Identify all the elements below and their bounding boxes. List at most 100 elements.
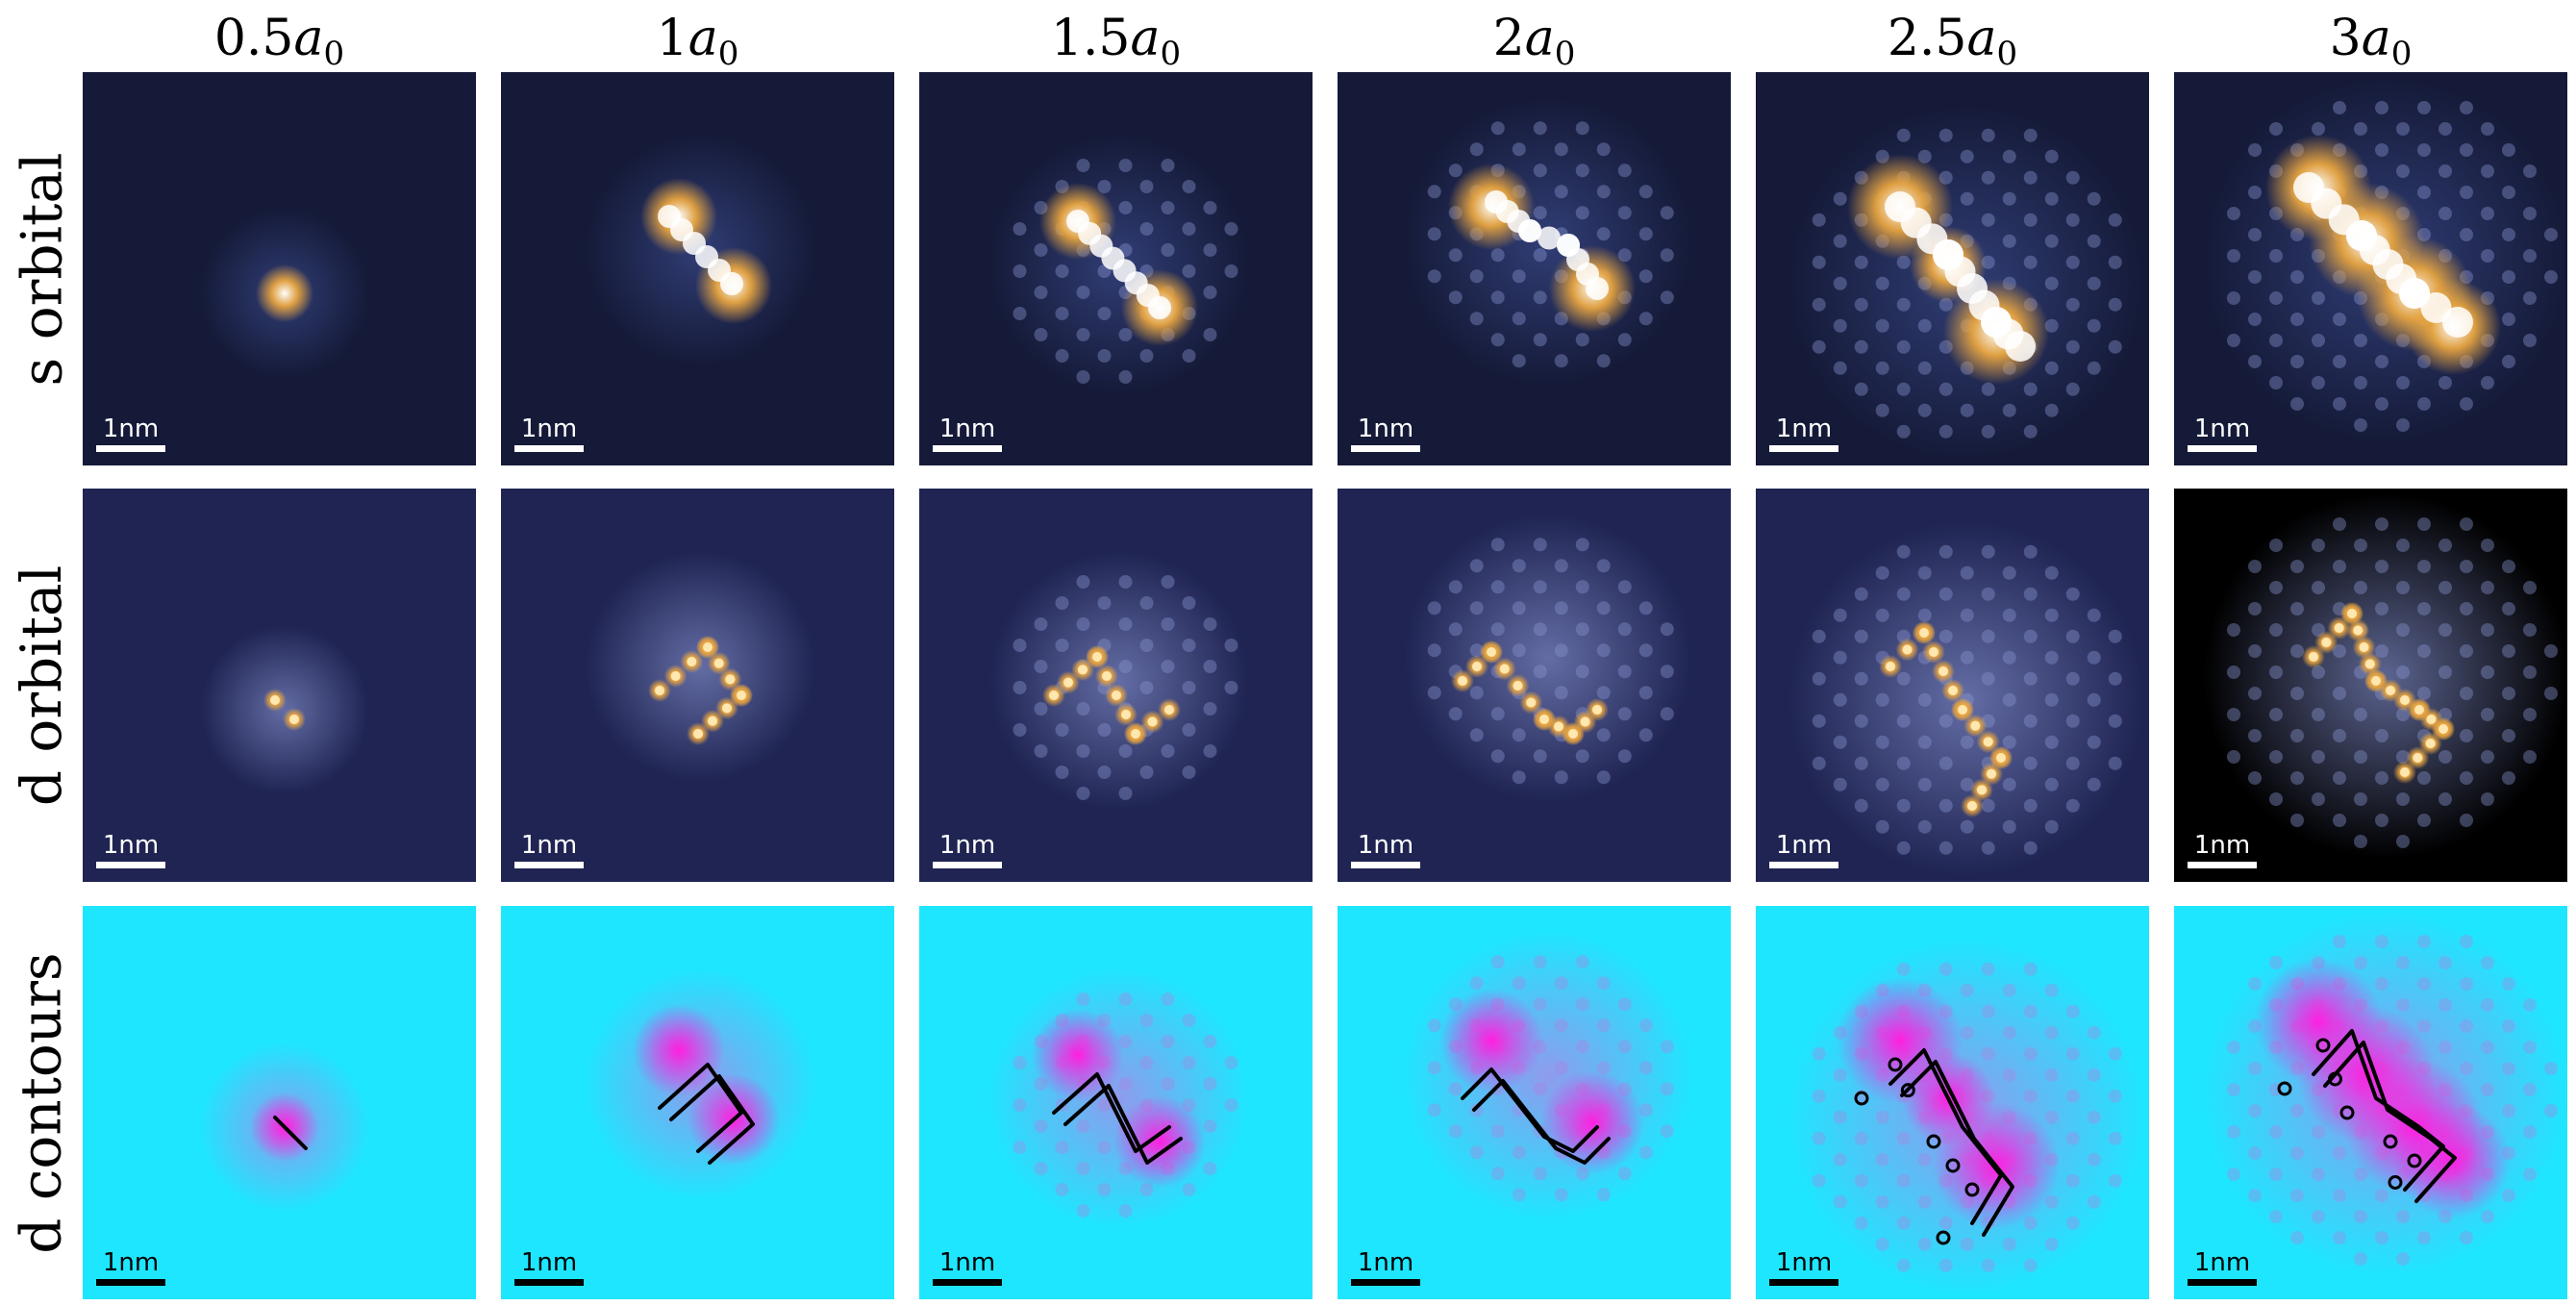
- row-label-text: s orbital: [9, 152, 74, 386]
- contour-line: [2312, 1029, 2445, 1192]
- scale-bar-label: 1nm: [102, 414, 160, 443]
- column-coefficient: 2: [1492, 10, 1525, 67]
- scale-bar-label: 1nm: [938, 414, 996, 443]
- peak-core: [1112, 691, 1121, 700]
- d-contour-panel: 1nm: [1338, 906, 1731, 1299]
- contour-loop: [1900, 1083, 1915, 1098]
- column-subscript: 0: [1554, 35, 1576, 73]
- density-halo: [1403, 931, 1692, 1220]
- column-symbol: a: [1130, 10, 1161, 67]
- peak-core: [1568, 729, 1578, 739]
- peak-core: [1983, 737, 1993, 747]
- peak-spot: [2005, 331, 2036, 362]
- column-coefficient: 1: [656, 10, 688, 67]
- peak-core: [2425, 739, 2436, 748]
- orbital-density-image: [1338, 906, 1731, 1299]
- scale-bar-label: 1nm: [1775, 414, 1833, 443]
- scale-bar: 1nm: [96, 414, 165, 452]
- scale-bar: 1nm: [933, 831, 1002, 868]
- peak-core: [1049, 691, 1059, 700]
- scale-bar: 1nm: [933, 414, 1002, 452]
- orbital-density-image: [83, 489, 476, 882]
- scale-bar-line: [1351, 862, 1420, 868]
- peak-core: [1499, 664, 1510, 674]
- scale-bar-line: [933, 1279, 1002, 1286]
- peak-core: [1472, 662, 1482, 671]
- peak-core: [1526, 697, 1537, 708]
- peak-core: [1131, 729, 1140, 739]
- d-orbital-panel: 1nm: [501, 489, 894, 882]
- column-header: 2.5a0: [1756, 0, 2149, 77]
- peak-core: [2386, 686, 2395, 695]
- scale-bar: 1nm: [1351, 831, 1420, 868]
- peak-core: [1078, 665, 1088, 675]
- d-contour-panel: 1nm: [1756, 906, 2149, 1299]
- contour-loop: [2383, 1134, 2398, 1149]
- s-orbital-panel: 1nm: [501, 72, 894, 465]
- s-orbital-panel: 1nm: [2174, 72, 2567, 465]
- peak-core: [670, 671, 681, 681]
- orbital-density-image: [501, 489, 894, 882]
- peak-core: [1938, 666, 1948, 676]
- peak-core: [1063, 677, 1073, 688]
- scale-bar-label: 1nm: [1357, 1248, 1414, 1277]
- scale-bar: 1nm: [1769, 414, 1838, 452]
- column-symbol: a: [1966, 10, 1997, 67]
- contour-loop: [2277, 1081, 2292, 1096]
- scale-bar-line: [514, 445, 584, 452]
- scale-bar-line: [1769, 862, 1838, 868]
- d-orbital-panel: 1nm: [919, 489, 1313, 882]
- orbital-density-image: [919, 906, 1313, 1299]
- peak-core: [1102, 671, 1112, 681]
- peak-spot: [2420, 292, 2452, 323]
- lattice-pattern: [2227, 517, 2558, 848]
- peak-core: [2353, 625, 2363, 636]
- scale-bar: 1nm: [514, 831, 584, 868]
- lattice-pattern: [1812, 544, 2122, 855]
- scale-bar: 1nm: [96, 831, 165, 868]
- d-contour-panel: 1nm: [2174, 906, 2567, 1299]
- scale-bar-label: 1nm: [938, 1248, 996, 1277]
- peak-core: [1539, 715, 1549, 724]
- column-coefficient: 2.5: [1887, 10, 1967, 67]
- density-halo: [988, 551, 1249, 811]
- contour-line: [1888, 1048, 2003, 1225]
- scale-bar-line: [1769, 445, 1838, 452]
- s-orbital-panel: 1nm: [1338, 72, 1731, 465]
- peak-core: [713, 658, 724, 668]
- row-label-text: d orbital: [9, 565, 75, 806]
- contour-loop: [2388, 1175, 2403, 1190]
- scale-bar-line: [1769, 1279, 1838, 1286]
- scale-bar-label: 1nm: [102, 831, 160, 860]
- column-subscript: 0: [1996, 35, 2018, 73]
- contour-line: [2323, 1041, 2457, 1203]
- density-blob: [1113, 1095, 1206, 1188]
- scale-bar-line: [96, 1279, 165, 1286]
- column-header: 2a0: [1338, 0, 1731, 77]
- column-subscript: 0: [1160, 35, 1182, 73]
- peak-core: [1592, 705, 1602, 715]
- contour-loop: [1936, 1230, 1951, 1245]
- peak-spot: [720, 272, 743, 295]
- orbital-density-image: [1338, 72, 1731, 465]
- s-orbital-panel: 1nm: [919, 72, 1313, 465]
- column-header: 1a0: [501, 0, 894, 77]
- d-orbital-panel: 1nm: [2174, 489, 2567, 882]
- peak-core: [1929, 647, 1938, 657]
- peak-core: [687, 657, 697, 666]
- peak-core: [708, 716, 717, 726]
- contour-loop: [1945, 1158, 1961, 1173]
- peak-core: [1919, 628, 1929, 638]
- peak-core: [2309, 652, 2318, 662]
- column-coefficient: 3: [2329, 10, 2362, 67]
- contour-line: [1063, 1084, 1183, 1165]
- peak-core: [2321, 638, 2332, 647]
- scale-bar-label: 1nm: [102, 1248, 160, 1277]
- column-subscript: 0: [2390, 35, 2413, 73]
- scale-bar: 1nm: [514, 1248, 584, 1286]
- orbital-density-image: [1756, 72, 2149, 465]
- peak-core: [1164, 705, 1174, 715]
- orbital-density-image: [501, 906, 894, 1299]
- peak-spot: [1148, 296, 1171, 319]
- orbital-density-image: [2174, 72, 2567, 465]
